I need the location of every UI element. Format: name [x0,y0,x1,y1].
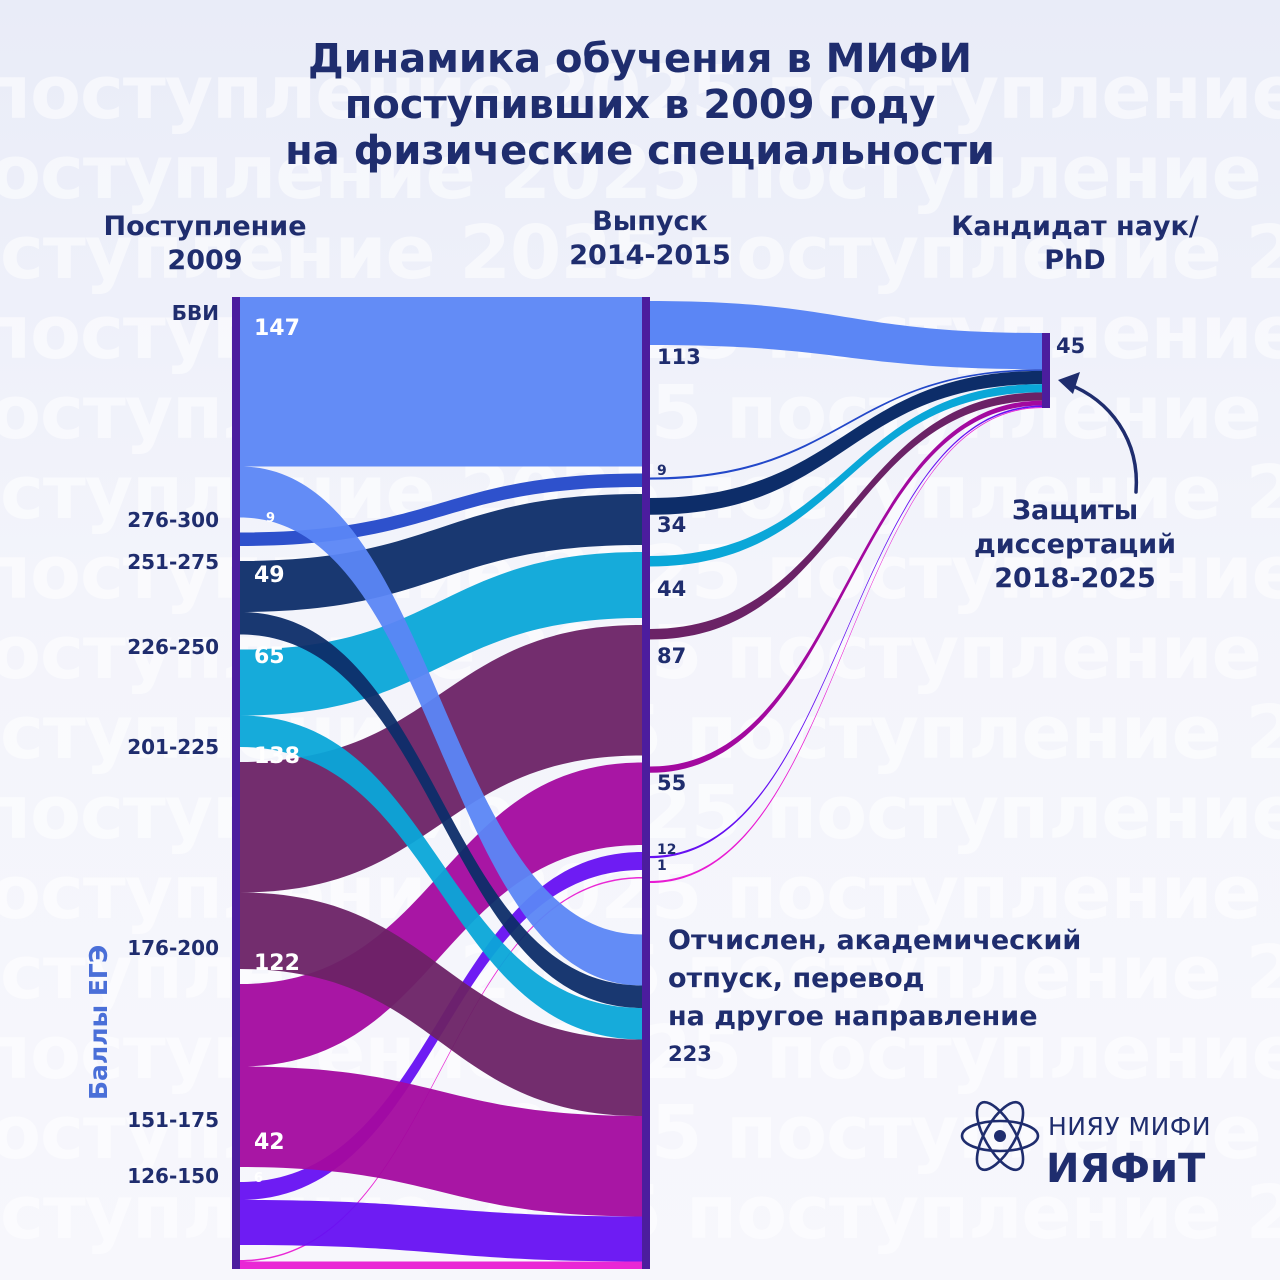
flow-phd-276-300 [650,369,1042,480]
flow-dropout-126-150 [240,1261,642,1269]
entry-value-151-175: 42 [254,1130,285,1155]
dropout-line-3: на другое направление [668,1001,1038,1032]
graduated-value-3: 44 [657,577,686,601]
flow-phd-201-225 [650,392,1042,640]
flow-phd-176-200 [650,400,1042,773]
graduation-header-line-2: 2014-2015 [569,240,731,271]
phd-column-header: Кандидат наук/ PhD [930,210,1220,278]
institute-logo: НИЯУ МИФИ ИЯФиТ [960,1090,1220,1200]
entry-value-226-250: 65 [254,644,285,669]
flow-dropout-201-225 [240,892,642,1116]
flow-graduated-251-275 [240,494,642,612]
entry-value-201-225: 138 [254,744,300,769]
entry-value-176-200: 122 [254,951,300,976]
dropout-label: Отчислен, академический отпуск, перевод … [668,922,1138,1036]
flows-graduation-to-phd [650,301,1042,883]
graduated-value-4: 87 [657,644,686,668]
flow-graduated-226-250 [240,552,642,716]
flow-dropout-226-250 [240,715,642,1040]
flow-graduated-БВИ [240,297,642,467]
flow-graduated-176-200 [240,762,642,1067]
entry-header-line-1: Поступление [103,211,307,242]
flow-phd-126-150 [650,407,1042,883]
flow-dropout-251-275 [240,612,642,1008]
title-line-2: поступивших в 2009 году [344,82,936,128]
entry-header-line-2: 2009 [167,245,243,276]
annotation-arrow-line [1066,382,1139,494]
annotation-arrow-head [1058,372,1080,394]
node-bars [232,297,1050,1269]
title-line-1: Динамика обучения в МИФИ [307,36,973,82]
entry-value-276-300: 9 [266,511,275,526]
entry-value-251-275: 49 [254,563,285,588]
defense-line-3: 2018-2025 [994,563,1156,594]
defense-line-2: диссертаций [973,529,1177,560]
phd-header-line-2: PhD [1044,245,1106,276]
atom-icon [960,1100,1040,1172]
graduation-node-bar [642,297,650,1269]
phd-node-bar [1042,333,1050,408]
entry-label-176-200: 176-200 [127,936,219,960]
graduated-value-5: 55 [657,771,686,795]
graduation-column-header: Выпуск 2014-2015 [510,205,790,273]
flow-phd-151-175 [650,405,1042,859]
title-line-3: на физические специальности [285,128,995,174]
flow-phd-251-275 [650,370,1042,515]
phd-value: 45 [1056,334,1085,358]
defense-line-1: Защиты [1011,495,1139,526]
graduated-value-0: 113 [657,345,701,369]
entry-value-БВИ: 147 [254,316,300,341]
entry-value-126-150: 6 [254,1171,263,1186]
graduated-value-2: 34 [657,513,686,537]
entry-category-labels: БВИ 276-300 251-275 226-250 201-225 176-200 15… [127,301,219,1188]
logo-university: НИЯУ МИФИ [1048,1112,1212,1141]
graduation-header-line-1: Выпуск [592,206,708,237]
graduated-value-1: 9 [657,463,667,479]
entry-node-bar [232,297,240,1269]
flow-graduated-126-150 [240,877,642,1262]
flow-graduated-201-225 [240,625,642,893]
flow-dropout-БВИ [240,466,642,986]
dropout-line-1: Отчислен, академический [668,925,1082,956]
flow-phd-226-250 [650,384,1042,567]
logo-institute: ИЯФиТ [1046,1146,1206,1192]
entry-label-БВИ: БВИ [172,301,219,325]
entry-label-126-150: 126-150 [127,1164,219,1188]
entry-label-251-275: 251-275 [127,550,219,574]
dropout-line-2: отпуск, перевод [668,963,925,994]
entry-label-276-300: 276-300 [127,508,219,532]
graduated-value-6: 12 [657,842,676,858]
entry-column-header: Поступление 2009 [70,210,340,278]
flow-dropout-151-175 [240,1200,642,1262]
dropout-value: 223 [668,1042,712,1066]
y-axis-label: Баллы ЕГЭ [84,944,113,1100]
chart-title: Динамика обучения в МИФИ поступивших в 2… [0,36,1280,174]
entry-label-201-225: 201-225 [127,735,219,759]
flow-phd-БВИ [650,301,1042,370]
defense-annotation: Защиты диссертаций 2018-2025 [960,494,1190,596]
flow-dropout-176-200 [240,1066,642,1217]
graduated-value-7: 1 [657,858,667,874]
phd-header-line-1: Кандидат наук/ [951,211,1199,242]
entry-label-226-250: 226-250 [127,635,219,659]
entry-label-151-175: 151-175 [127,1108,219,1132]
flows-entry-to-graduation [240,297,642,1269]
